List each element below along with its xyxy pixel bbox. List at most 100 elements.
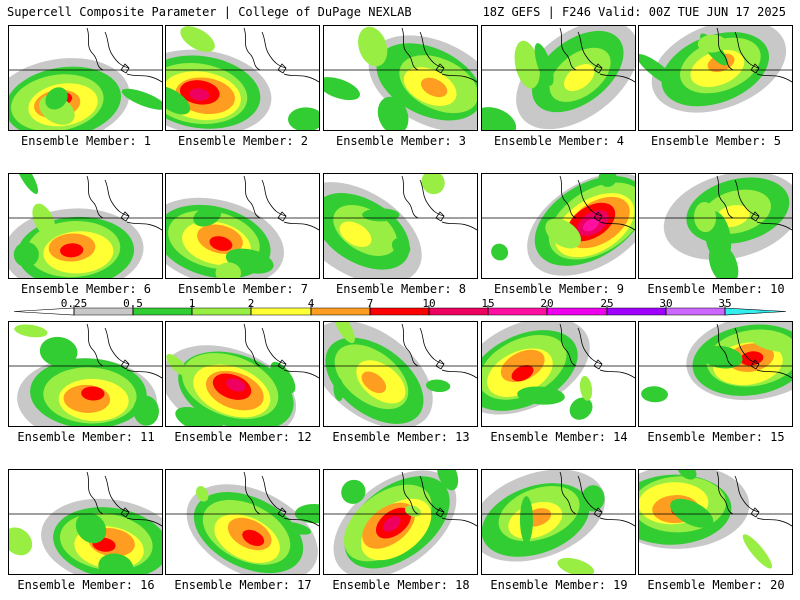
colorbar-level-label: 0.25 <box>60 297 88 310</box>
colorbar-segment <box>665 307 726 316</box>
coastline <box>243 471 287 515</box>
colorbar-level-label: 30 <box>659 297 673 310</box>
colorbar-level-label: 2 <box>247 297 255 310</box>
lake-outline <box>277 359 287 370</box>
shoreline <box>283 369 319 379</box>
scp-contour-fill <box>491 243 509 261</box>
lake-outline <box>750 63 760 74</box>
scp-contour-fill <box>563 63 595 92</box>
lake-outline <box>277 211 287 222</box>
colorbar-segment <box>724 307 787 316</box>
ensemble-member-label: Ensemble Member: 17 <box>174 578 312 592</box>
scp-contour-fill <box>14 324 48 338</box>
lake-outline <box>435 507 445 518</box>
colorbar-segment <box>487 307 548 316</box>
scp-contour-fill <box>14 174 39 194</box>
scp-contour-fill <box>180 26 215 52</box>
ensemble-member-map <box>165 173 320 279</box>
colorbar-segment <box>428 307 489 316</box>
scp-contour-fill <box>9 527 33 556</box>
lake-outline <box>277 507 287 518</box>
scp-contour-fill <box>166 353 189 377</box>
shoreline <box>599 517 635 527</box>
colorbar-segment <box>369 307 430 316</box>
coastline <box>401 471 445 515</box>
ensemble-member-label: Ensemble Member: 12 <box>174 430 312 444</box>
colorbar-level-label: 20 <box>540 297 554 310</box>
ensemble-member-map <box>481 173 636 279</box>
coastline <box>559 471 603 515</box>
shoreline <box>599 369 635 379</box>
ensemble-member-label: Ensemble Member: 19 <box>490 578 628 592</box>
ensemble-member-map <box>8 469 163 575</box>
scp-contour-fill <box>742 534 773 569</box>
scp-contour-fill <box>598 174 617 187</box>
colorbar-level-label: 1 <box>188 297 196 310</box>
ensemble-member-label: Ensemble Member: 13 <box>332 430 470 444</box>
coastline <box>716 323 760 367</box>
shoreline <box>441 517 477 527</box>
shoreline <box>126 517 162 527</box>
scp-contour-fill <box>13 242 39 268</box>
ensemble-member-map <box>165 469 320 575</box>
scp-contour-fill <box>708 243 739 278</box>
lake-outline <box>435 63 445 74</box>
shoreline <box>283 73 319 83</box>
coastline <box>559 175 603 219</box>
scp-contour-fill <box>557 557 595 574</box>
coastline <box>86 323 130 367</box>
scp-contour-fill <box>579 376 593 401</box>
coastline <box>243 27 287 71</box>
ensemble-member-label: Ensemble Member: 3 <box>335 134 467 148</box>
lake-outline <box>593 63 603 74</box>
coastline <box>559 323 603 367</box>
ensemble-member-label: Ensemble Member: 1 <box>20 134 152 148</box>
ensemble-member-map <box>323 173 478 279</box>
scp-contour-fill <box>189 88 210 101</box>
ensemble-member-label: Ensemble Member: 16 <box>17 578 155 592</box>
lake-outline <box>277 63 287 74</box>
ensemble-member-label: Ensemble Member: 20 <box>647 578 785 592</box>
ensemble-member-map <box>638 25 793 131</box>
shoreline <box>599 221 635 231</box>
colorbar-level-label: 10 <box>422 297 436 310</box>
shoreline <box>283 517 319 527</box>
lake-outline <box>593 507 603 518</box>
coastline <box>716 175 760 219</box>
ensemble-member-label: Ensemble Member: 14 <box>490 430 628 444</box>
map-title: Supercell Composite Parameter | College … <box>7 5 412 19</box>
scp-contour-fill <box>195 486 209 502</box>
scp-contour-fill <box>226 378 246 392</box>
scp-contour-fill <box>701 345 743 369</box>
scp-contour-fill <box>383 516 401 532</box>
scp-contour-fill <box>287 107 319 130</box>
lake-outline <box>120 359 130 370</box>
coastline <box>86 27 130 71</box>
lake-outline <box>750 359 760 370</box>
colorbar-level-label: 25 <box>600 297 614 310</box>
shoreline <box>599 73 635 83</box>
scp-contour-fill <box>639 54 678 87</box>
coastline <box>86 471 130 515</box>
scp-colorbar <box>13 305 787 316</box>
scp-contour-fill <box>121 88 162 110</box>
ensemble-member-label: Ensemble Member: 6 <box>20 282 152 296</box>
scp-contour-fill <box>39 336 78 367</box>
coastline <box>86 175 130 219</box>
ensemble-member-label: Ensemble Member: 15 <box>647 430 785 444</box>
scp-contour-fill <box>514 40 540 89</box>
colorbar-segment <box>606 307 667 316</box>
ensemble-member-label: Ensemble Member: 2 <box>177 134 309 148</box>
scp-contour-fill <box>215 262 242 278</box>
colorbar-segment <box>546 307 608 316</box>
ensemble-member-map <box>323 469 478 575</box>
scp-contour-fill <box>45 87 68 110</box>
ensemble-member-map <box>638 469 793 575</box>
scp-contour-fill <box>333 377 344 402</box>
ensemble-member-map <box>638 321 793 427</box>
coastline <box>716 27 760 71</box>
colorbar-level-label: 0.5 <box>123 297 143 310</box>
shoreline <box>441 221 477 231</box>
ensemble-member-map <box>323 321 478 427</box>
scp-contour-fill <box>748 329 792 352</box>
